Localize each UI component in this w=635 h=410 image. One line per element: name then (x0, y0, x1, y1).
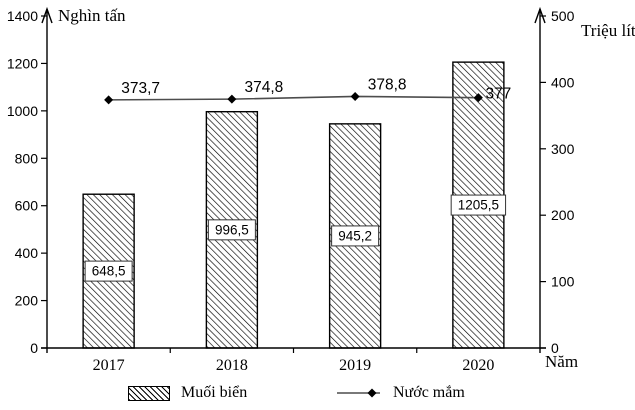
left-axis-tick-label: 0 (30, 340, 38, 356)
line-value-label: 377 (485, 86, 511, 103)
line-marker-2020-icon (473, 93, 483, 103)
x-category-label: 2019 (339, 357, 371, 374)
line-value-label: 373,7 (121, 80, 160, 97)
left-axis-title: Nghìn tấn (58, 6, 126, 25)
legend-label-nuoc-mam: Nước mắm (393, 384, 465, 401)
bar-series-swatch-icon (128, 385, 170, 401)
line-value-label: 378,8 (368, 76, 407, 93)
right-axis-tick-label: 500 (551, 8, 575, 24)
line-value-label: 374,8 (244, 79, 283, 96)
legend-item-muoi-bien: Muối biển (128, 384, 247, 402)
x-category-label: 2018 (216, 357, 248, 374)
bar-value-label: 996,5 (215, 222, 249, 237)
left-axis-tick-label: 600 (15, 198, 39, 214)
line-series-swatch-icon (336, 386, 382, 400)
left-axis-tick-label: 1400 (7, 8, 38, 24)
right-axis-tick-label: 400 (551, 74, 575, 90)
x-category-label: 2017 (93, 357, 125, 374)
bar-value-box (84, 260, 133, 282)
left-axis-tick-label: 800 (15, 150, 39, 166)
legend-label-muoi-bien: Muối biển (181, 384, 248, 401)
x-category-label: 2020 (462, 357, 494, 374)
right-axis-tick-label: 0 (551, 340, 559, 356)
line-series (108, 95, 479, 101)
bar-value-label: 945,2 (338, 228, 372, 243)
bar-value-box (450, 194, 507, 216)
right-axis-arrow-icon (534, 6, 546, 24)
right-axis-title: Triệu lít (581, 21, 635, 40)
bar-value-label: 648,5 (92, 264, 126, 279)
line-marker-2019-icon (350, 91, 360, 101)
x-axis-title: Năm (545, 352, 579, 371)
right-axis-tick-label: 200 (551, 207, 575, 223)
left-axis-tick-label: 1200 (7, 55, 38, 71)
legend-item-nuoc-mam: Nước mắm (336, 384, 465, 402)
bar-value-box (331, 225, 380, 247)
line-marker-2018-icon (227, 94, 237, 104)
bar-value-label: 1205,5 (458, 198, 499, 213)
left-axis-tick-label: 400 (15, 245, 39, 261)
bar-value-box (207, 219, 256, 241)
left-axis-tick-label: 200 (15, 293, 39, 309)
right-axis-tick-label: 300 (551, 141, 575, 157)
right-axis-tick-label: 100 (551, 274, 575, 290)
left-axis-tick-label: 1000 (7, 103, 38, 119)
line-marker-2017-icon (104, 95, 114, 105)
left-axis-arrow-icon (41, 6, 53, 24)
